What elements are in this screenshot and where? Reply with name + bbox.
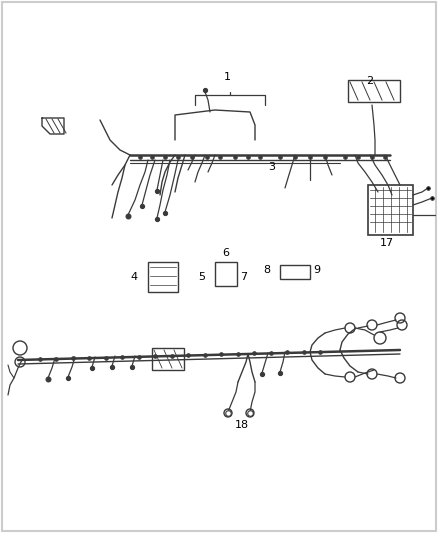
Text: 18: 18 (235, 420, 249, 430)
Text: 17: 17 (380, 238, 394, 248)
Bar (148, 262, 178, 292)
Text: 7: 7 (240, 272, 247, 282)
Bar (368, 185, 413, 235)
Text: 3: 3 (268, 162, 275, 172)
Bar (215, 262, 237, 286)
Text: 6: 6 (223, 248, 230, 258)
Bar (348, 80, 400, 102)
Text: 8: 8 (263, 265, 270, 275)
Bar (280, 265, 310, 279)
Text: 2: 2 (367, 76, 374, 86)
Bar (152, 348, 184, 370)
Text: 9: 9 (313, 265, 320, 275)
Text: 4: 4 (131, 272, 138, 282)
Text: 1: 1 (223, 72, 230, 82)
Text: 5: 5 (198, 272, 205, 282)
